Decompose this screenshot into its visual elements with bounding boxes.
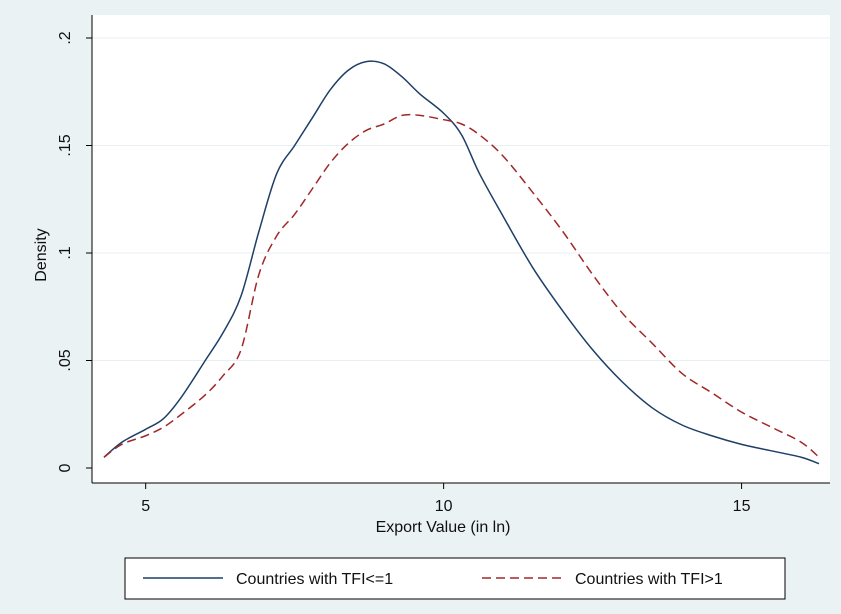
x-tick-label: 5 bbox=[141, 498, 150, 515]
x-ticks: 5 10 15 bbox=[141, 483, 751, 515]
y-tick-label: .15 bbox=[57, 134, 74, 156]
legend-label-tfi-gt-1: Countries with TFI>1 bbox=[575, 571, 723, 588]
x-axis-title: Export Value (in ln) bbox=[376, 519, 511, 536]
x-tick-label: 10 bbox=[435, 498, 453, 515]
x-tick-label: 15 bbox=[733, 498, 751, 515]
y-tick-label: 0 bbox=[57, 463, 74, 472]
series-line-tfi-gt-1 bbox=[103, 113, 820, 458]
y-tick-label: .2 bbox=[57, 31, 74, 44]
series-lines bbox=[103, 60, 820, 465]
legend-label-tfi-le-1: Countries with TFI<=1 bbox=[236, 571, 393, 588]
grid-lines bbox=[92, 37, 830, 361]
y-ticks: 0 .05 .1 .15 .2 bbox=[57, 31, 92, 472]
legend: Countries with TFI<=1 Countries with TFI… bbox=[124, 557, 786, 600]
y-axis-title: Density bbox=[33, 228, 50, 281]
y-tick-label: .05 bbox=[57, 349, 74, 371]
series-line-tfi-le-1 bbox=[103, 60, 820, 465]
legend-box bbox=[124, 557, 786, 600]
y-tick-label: .1 bbox=[57, 246, 74, 259]
plot-area bbox=[92, 15, 830, 483]
